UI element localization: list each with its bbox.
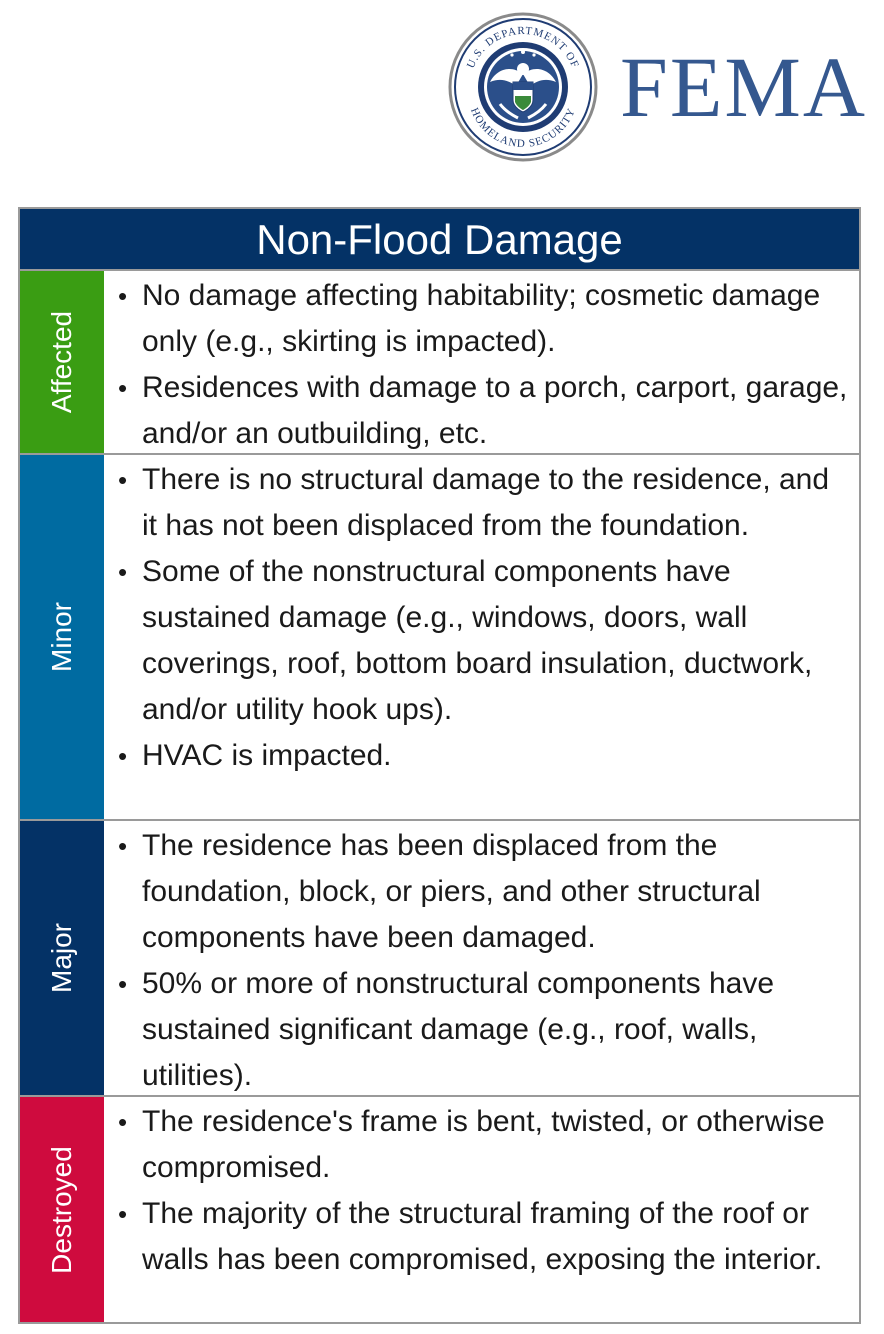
table-title: Non-Flood Damage — [20, 209, 859, 271]
row-destroyed: Destroyed The residence's frame is bent,… — [20, 1095, 859, 1322]
row-minor: Minor There is no structural damage to t… — [20, 453, 859, 819]
category-label: Destroyed — [46, 1145, 77, 1274]
dhs-seal-icon: U.S. DEPARTMENT OF HOMELAND SECURITY — [448, 12, 598, 162]
list-item: The residence's frame is bent, twisted, … — [114, 1099, 851, 1191]
list-item: There is no structural damage to the res… — [114, 457, 851, 549]
list-item: Residences with damage to a porch, carpo… — [114, 365, 851, 457]
list-item: Some of the nonstructural components hav… — [114, 549, 851, 733]
category-affected: Affected — [20, 271, 104, 453]
criteria-list: No damage affecting habitability; cosmet… — [104, 271, 859, 453]
damage-table: Non-Flood Damage Affected No damage affe… — [18, 207, 861, 1324]
category-destroyed: Destroyed — [20, 1097, 104, 1322]
category-label: Major — [45, 922, 77, 994]
list-item: No damage affecting habitability; cosmet… — [114, 273, 851, 365]
category-label: Minor — [45, 601, 77, 673]
row-affected: Affected No damage affecting habitabilit… — [20, 271, 859, 453]
criteria-list: There is no structural damage to the res… — [104, 455, 859, 819]
category-major: Major — [20, 821, 104, 1095]
row-major: Major The residence has been displaced f… — [20, 819, 859, 1095]
logo-area: U.S. DEPARTMENT OF HOMELAND SECURITY FEM… — [448, 12, 878, 162]
list-item: 50% or more of nonstructural components … — [114, 961, 851, 1099]
fema-wordmark: FEMA — [620, 39, 867, 135]
category-label: Affected — [46, 310, 78, 414]
list-item: The residence has been displaced from th… — [114, 823, 851, 961]
list-item: HVAC is impacted. — [114, 733, 851, 779]
criteria-list: The residence has been displaced from th… — [104, 821, 859, 1095]
list-item: The majority of the structural framing o… — [114, 1191, 851, 1283]
category-minor: Minor — [20, 455, 104, 819]
criteria-list: The residence's frame is bent, twisted, … — [104, 1097, 859, 1322]
